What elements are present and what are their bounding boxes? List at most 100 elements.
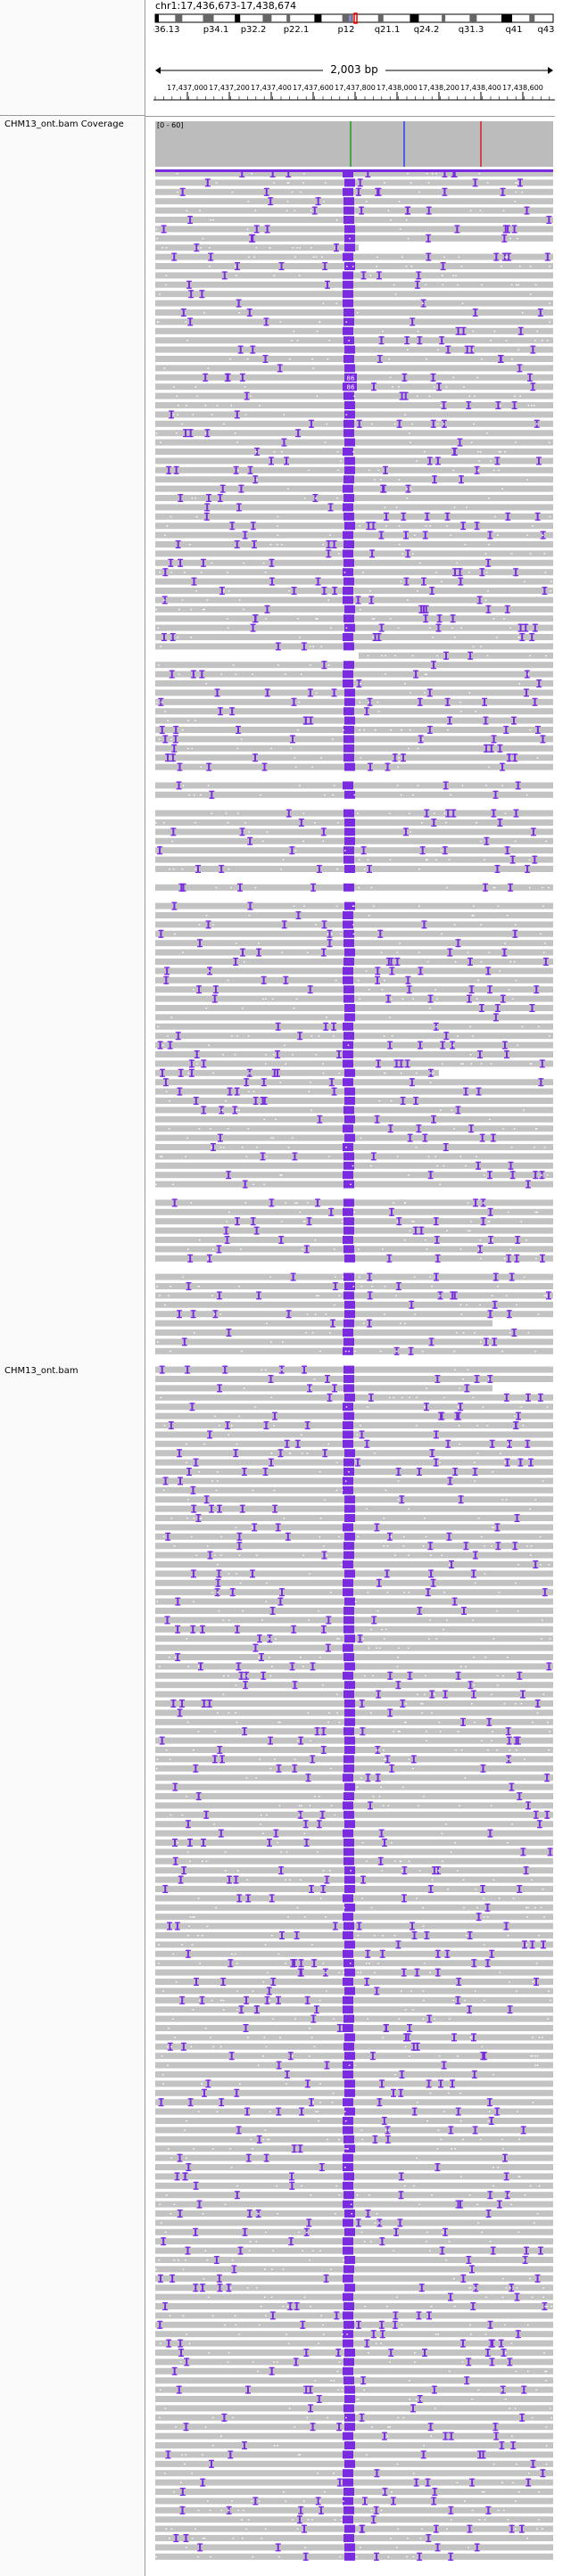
mismatch-tick xyxy=(384,1072,385,1074)
insertion-marker xyxy=(402,1968,405,1977)
insertion-marker xyxy=(170,670,173,679)
mismatch-tick xyxy=(306,1313,309,1315)
mismatch-tick xyxy=(448,2092,450,2095)
insertion-cap xyxy=(501,241,508,243)
insertion-cap xyxy=(385,994,392,996)
insertion-marker xyxy=(240,1671,243,1680)
insertion-marker xyxy=(503,234,506,243)
insertion-cap xyxy=(199,296,205,299)
insertion-marker xyxy=(462,2274,465,2283)
mismatch-tick xyxy=(426,2120,428,2122)
insertion-marker xyxy=(456,225,459,234)
insertion-cap xyxy=(255,2216,261,2218)
insertion-block xyxy=(343,855,354,864)
insertion-cap xyxy=(314,1198,320,1200)
insertion-cap xyxy=(162,742,169,744)
insertion-cap xyxy=(369,549,376,551)
insertion-cap xyxy=(388,1214,394,1216)
mismatch-tick xyxy=(192,1916,194,1918)
insertion-cap xyxy=(360,1882,367,1884)
mismatch-tick xyxy=(463,1906,465,1909)
insertion-cap xyxy=(236,503,242,505)
insertion-cap xyxy=(546,1669,552,1671)
insertion-cap xyxy=(492,790,499,793)
mismatch-tick xyxy=(327,1721,329,1724)
mismatch-tick xyxy=(324,794,326,796)
insertion-marker xyxy=(238,1542,241,1551)
insertion-marker xyxy=(469,651,472,660)
mismatch-tick xyxy=(241,1350,243,1353)
insertion-marker xyxy=(226,1236,228,1244)
insertion-cap xyxy=(172,1782,178,1784)
insertion-marker xyxy=(450,1560,452,1568)
mismatch-tick xyxy=(506,256,509,258)
mismatch-tick xyxy=(529,553,532,555)
insertion-cap xyxy=(447,1484,453,1486)
insertion-marker xyxy=(368,865,370,873)
insertion-cap xyxy=(243,1681,249,1683)
mismatch-tick xyxy=(328,340,331,342)
coverage-track-label[interactable]: CHM13_ont.bam Coverage xyxy=(4,119,124,129)
mismatch-tick xyxy=(498,469,500,472)
mismatch-tick xyxy=(385,654,386,657)
insertion-marker xyxy=(190,290,193,299)
insertion-cap xyxy=(443,1697,449,1699)
data-panel[interactable]: chr1:17,436,673-17,438,674 p36.13p34.1p3… xyxy=(153,0,555,2576)
insertion-marker xyxy=(236,1625,238,1634)
insertion-cap xyxy=(327,939,333,941)
insertion-cap xyxy=(431,667,437,670)
mismatch-tick xyxy=(448,1564,451,1566)
mismatch-tick xyxy=(280,1851,282,1853)
mismatch-tick xyxy=(212,1072,214,1074)
insertion-cap xyxy=(401,1894,407,1896)
insertion-marker xyxy=(190,1059,193,1068)
cytoband-label: p32.2 xyxy=(241,25,267,35)
insertion-cap xyxy=(252,481,259,484)
mismatch-tick xyxy=(357,1535,360,1538)
insertion-cap xyxy=(320,1625,327,1627)
insertion-cap xyxy=(304,1421,310,1423)
insertion-marker xyxy=(371,2052,374,2061)
insertion-marker xyxy=(534,697,536,706)
insertion-marker xyxy=(170,558,172,567)
mismatch-tick xyxy=(534,1147,535,1148)
read xyxy=(155,2099,553,2106)
insertion-cap xyxy=(402,391,409,393)
insertion-cap xyxy=(326,549,332,551)
mismatch-tick xyxy=(377,1610,379,1612)
coverage-track[interactable]: [0 - 60] xyxy=(153,117,555,170)
insertion-block xyxy=(343,1272,354,1281)
insertion-cap xyxy=(270,1978,277,1979)
insertion-cap xyxy=(460,2281,467,2283)
insertion-cap xyxy=(448,2126,454,2127)
insertion-cap xyxy=(458,1502,464,1504)
insertion-marker xyxy=(300,1736,302,1745)
alignment-track-label[interactable]: CHM13_ont.bam xyxy=(4,1366,79,1376)
insertion-cap xyxy=(411,1938,418,1939)
insertion-marker xyxy=(431,587,434,595)
insertion-marker xyxy=(432,1578,434,1587)
insertion-cap xyxy=(244,1678,250,1680)
insertion-cap xyxy=(402,827,409,829)
insertion-marker xyxy=(220,865,223,873)
insertion-marker xyxy=(193,1504,195,1513)
mismatch-tick xyxy=(403,2185,406,2187)
insertion-cap xyxy=(303,1252,310,1254)
insertion-cap xyxy=(332,593,338,595)
mismatch-tick xyxy=(161,247,163,249)
insertion-cap xyxy=(320,1727,327,1729)
mismatch-tick xyxy=(246,228,249,230)
insertion-marker xyxy=(433,661,435,670)
insertion-cap xyxy=(273,1829,279,1831)
mismatch-tick xyxy=(168,2028,170,2029)
insertion-cap xyxy=(494,865,501,867)
mismatch-tick xyxy=(467,951,469,953)
mismatch-tick xyxy=(205,1860,208,1863)
insertion-block xyxy=(344,819,355,827)
insertion-cap xyxy=(398,1066,404,1068)
insertion-cap xyxy=(409,1307,415,1309)
insertion-cap xyxy=(476,603,483,605)
insertion-marker xyxy=(462,1717,465,1726)
insertion-cap xyxy=(159,1736,165,1738)
